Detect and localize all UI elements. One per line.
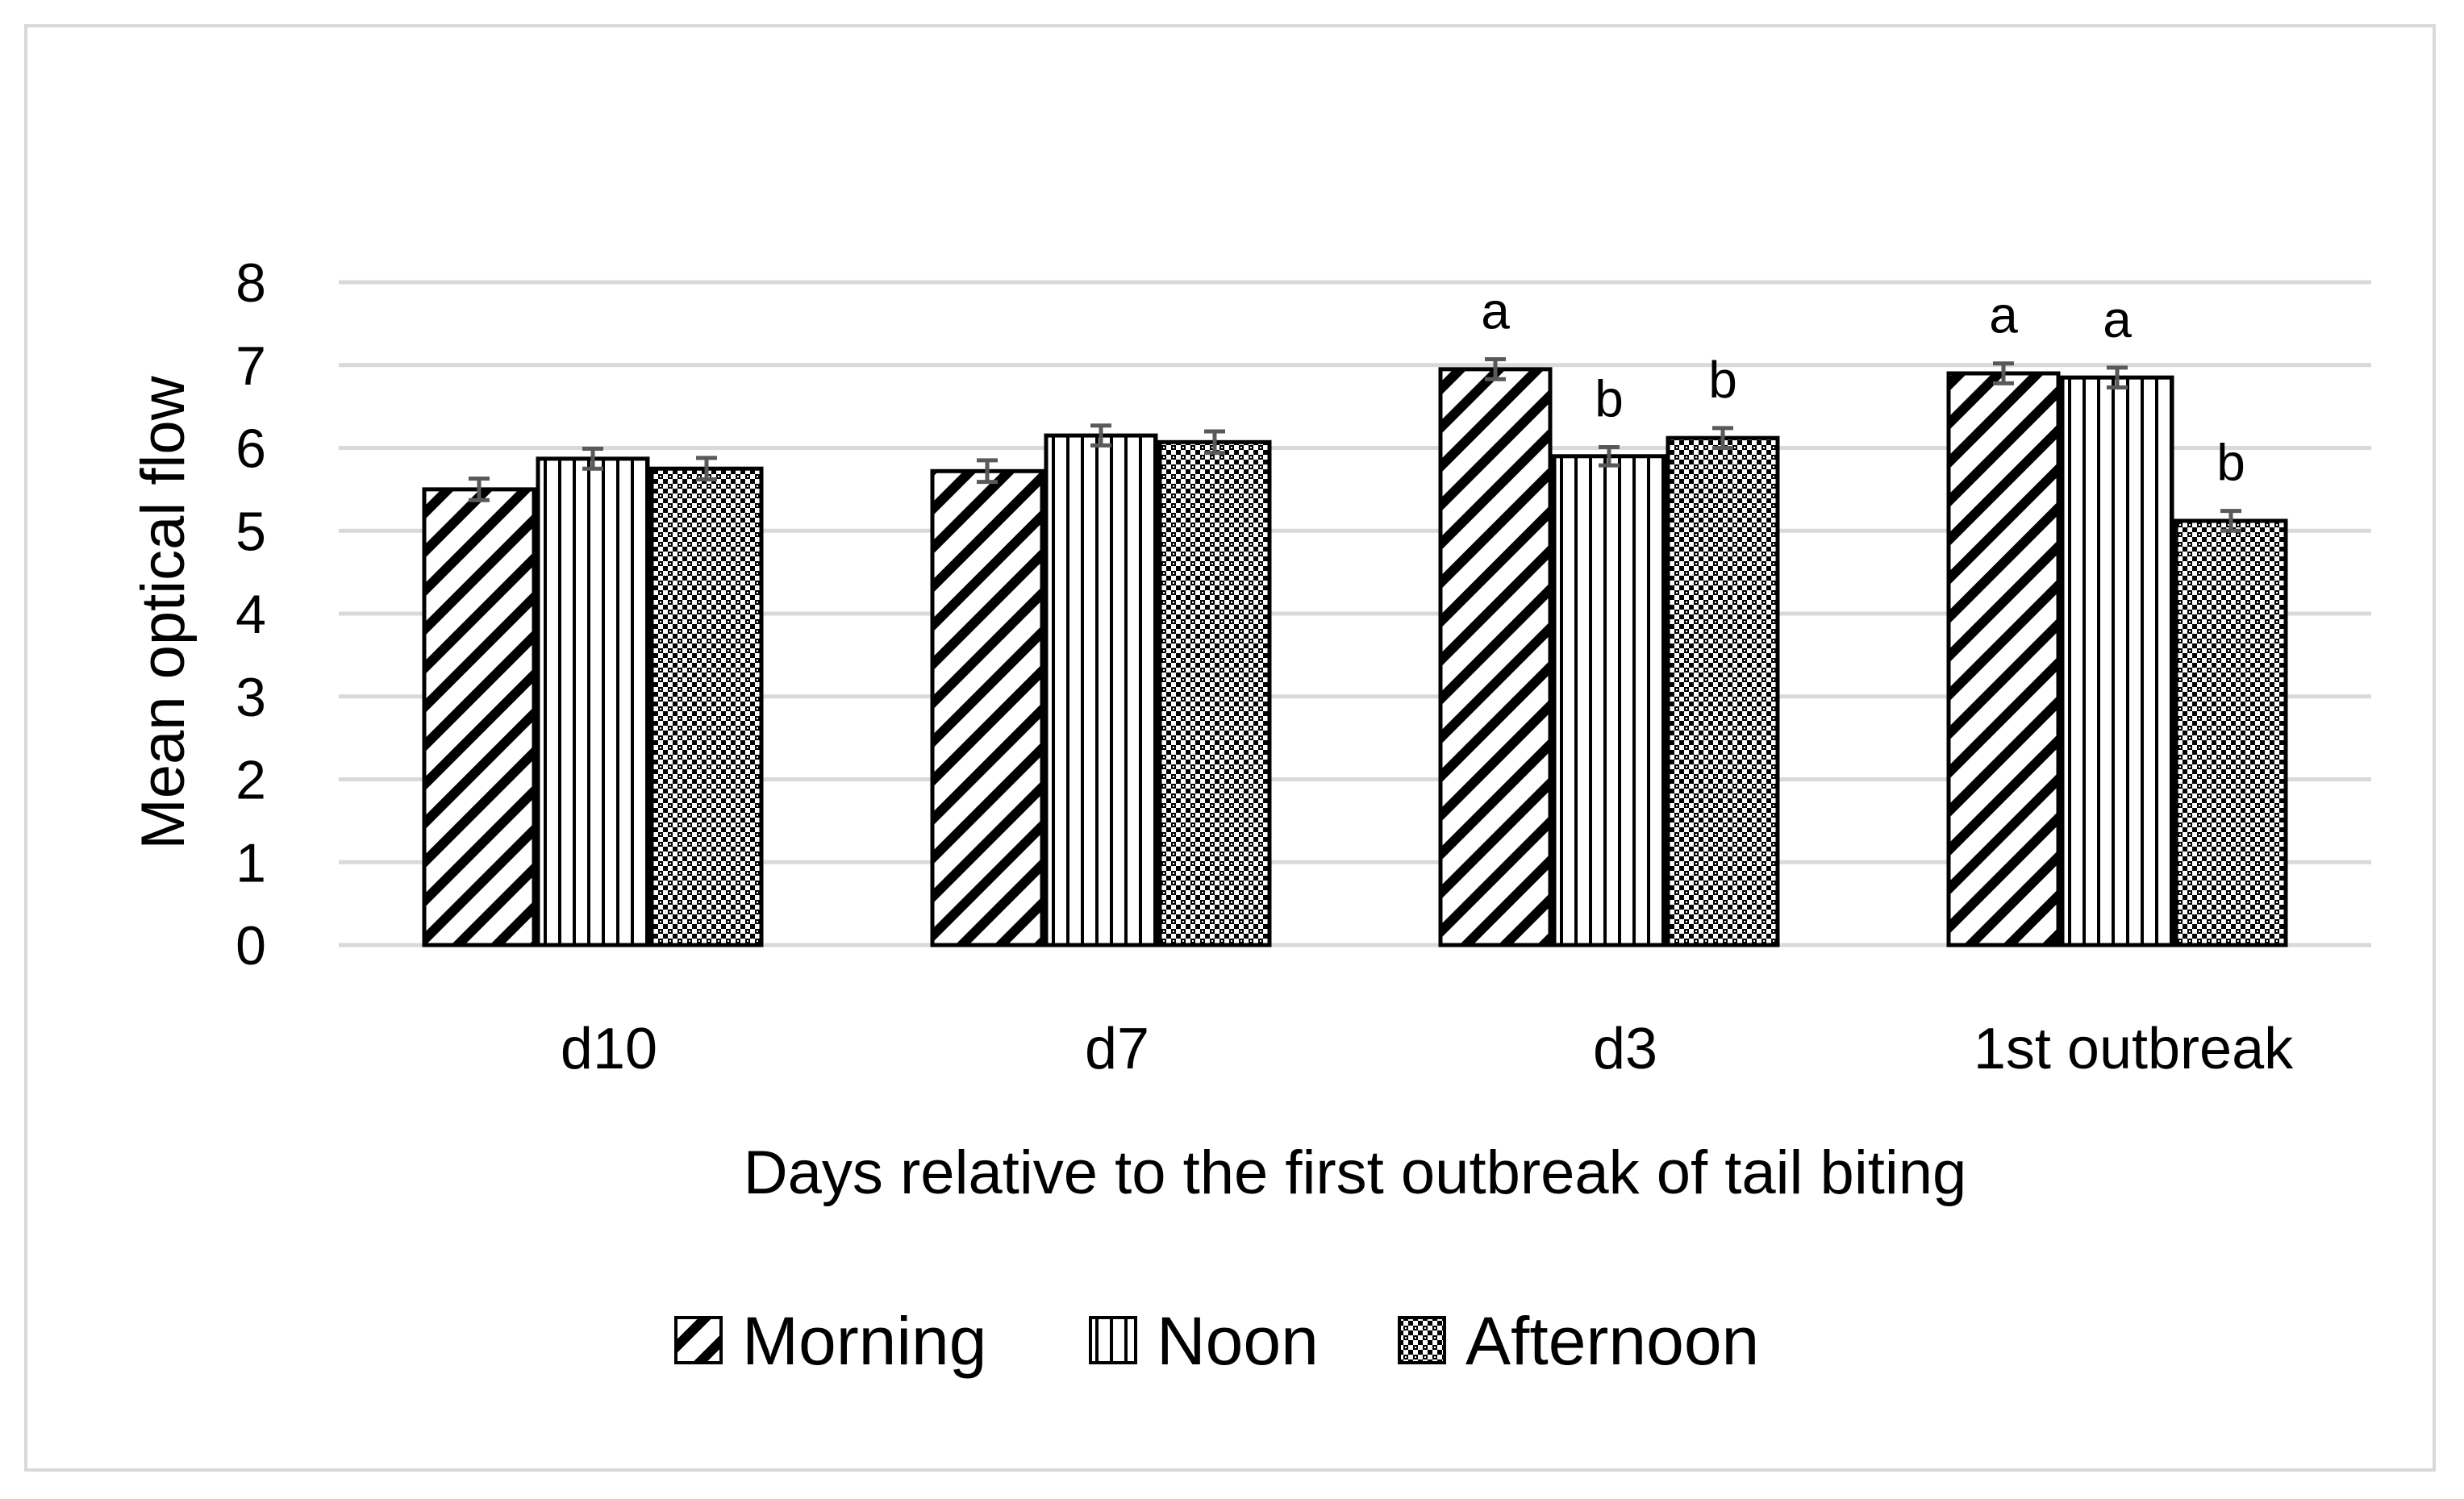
bar-noon-3 [1552, 454, 1666, 947]
legend-swatch-noon [1089, 1316, 1137, 1364]
x-tick-label: 1st outbreak [1974, 1017, 2294, 1081]
legend-label-afternoon: Afternoon [1465, 1303, 1759, 1379]
legend-label-noon: Noon [1157, 1303, 1319, 1379]
error-bars [469, 357, 2241, 533]
legend: Morning Noon Afternoon [674, 1303, 1759, 1379]
bars [422, 367, 2288, 947]
x-axis-title: Days relative to the first outbreak of t… [744, 1139, 1967, 1207]
y-tick-label: 8 [236, 252, 266, 314]
significance-letter: b [2216, 434, 2245, 492]
significance-letters: a b b a a b [1481, 282, 2245, 492]
bar-morning-1 [422, 487, 536, 947]
x-axis-ticks: d10 d7 d3 1st outbreak [561, 1017, 2294, 1081]
y-tick-label: 5 [236, 501, 266, 562]
y-tick-label: 3 [236, 667, 266, 728]
bar-morning-3 [1438, 367, 1553, 947]
bar-noon-1 [536, 456, 650, 947]
bar-noon-2 [1044, 433, 1158, 947]
y-tick-label: 1 [236, 832, 266, 893]
x-tick-label: d10 [561, 1017, 657, 1081]
y-axis-title: Mean optical flow [129, 375, 198, 849]
legend-label-morning: Morning [742, 1303, 986, 1379]
bar-afternoon-4 [2174, 518, 2288, 947]
significance-letter: a [1989, 286, 2018, 344]
y-tick-label: 2 [236, 750, 266, 811]
y-axis-ticks: 0 1 2 3 4 5 6 7 8 [236, 252, 266, 976]
significance-letter: a [1481, 282, 1510, 340]
significance-letter: b [1595, 369, 1624, 427]
bar-morning-4 [1946, 371, 2061, 947]
y-tick-label: 0 [236, 915, 266, 976]
bar-afternoon-1 [649, 466, 764, 947]
bar-afternoon-3 [1666, 435, 1780, 947]
y-tick-label: 4 [236, 584, 266, 645]
legend-swatch-morning [674, 1316, 723, 1364]
bar-morning-2 [930, 468, 1044, 947]
legend-swatch-afternoon [1398, 1316, 1446, 1364]
y-tick-label: 6 [236, 418, 266, 480]
x-tick-label: d7 [1085, 1017, 1149, 1081]
bar-afternoon-2 [1157, 439, 1272, 947]
x-tick-label: d3 [1593, 1017, 1657, 1081]
y-tick-label: 7 [236, 335, 266, 397]
bar-noon-4 [2060, 375, 2174, 947]
significance-letter: b [1708, 351, 1737, 409]
significance-letter: a [2103, 290, 2132, 348]
